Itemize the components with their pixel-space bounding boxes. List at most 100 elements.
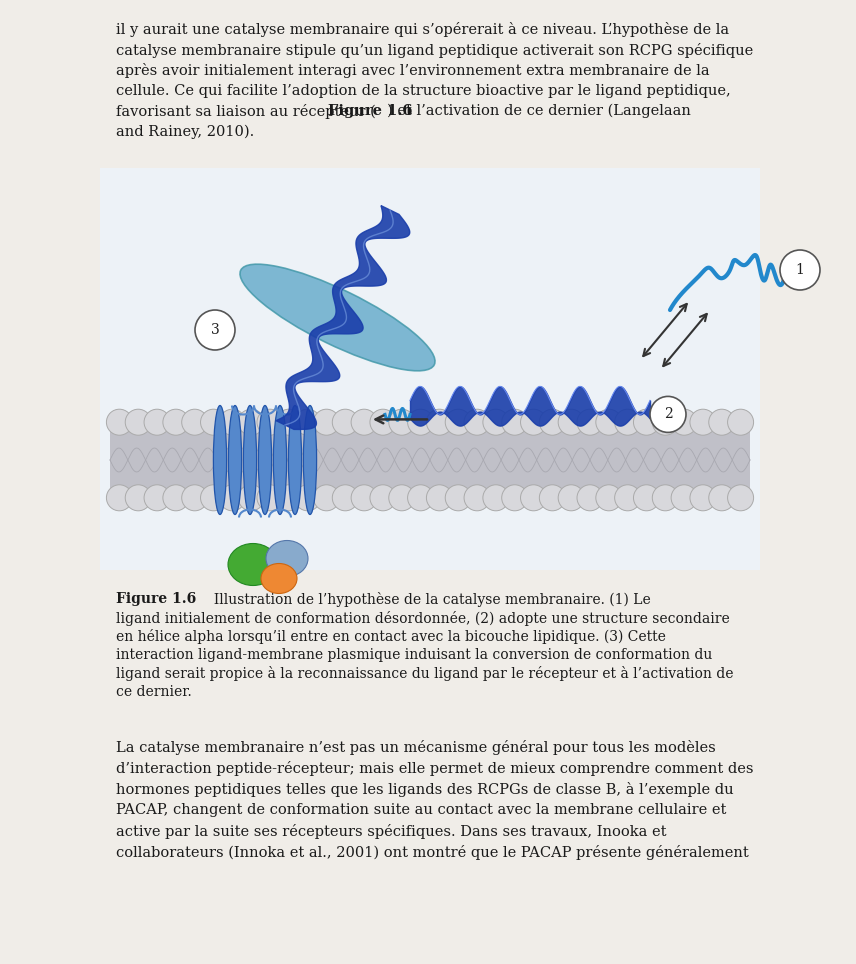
- Circle shape: [125, 485, 152, 511]
- Text: hormones peptidiques telles que les ligands des RCPGs de classe B, à l’exemple d: hormones peptidiques telles que les liga…: [116, 782, 734, 797]
- Circle shape: [780, 250, 820, 290]
- Text: interaction ligand-membrane plasmique induisant la conversion de conformation du: interaction ligand-membrane plasmique in…: [116, 648, 712, 661]
- Circle shape: [520, 485, 546, 511]
- Circle shape: [181, 485, 208, 511]
- Circle shape: [539, 485, 565, 511]
- Text: ligand initialement de conformation désordonnée, (2) adopte une structure second: ligand initialement de conformation déso…: [116, 610, 729, 626]
- Ellipse shape: [243, 406, 257, 515]
- Circle shape: [671, 485, 697, 511]
- Circle shape: [426, 409, 453, 435]
- Text: collaborateurs (Innoka et al., 2001) ont montré que le PACAP présente généraleme: collaborateurs (Innoka et al., 2001) ont…: [116, 845, 748, 860]
- Circle shape: [144, 409, 170, 435]
- Circle shape: [633, 409, 659, 435]
- Circle shape: [257, 485, 283, 511]
- Text: cellule. Ce qui facilite l’adoption de la structure bioactive par le ligand pept: cellule. Ce qui facilite l’adoption de l…: [116, 84, 730, 97]
- Circle shape: [163, 485, 189, 511]
- Circle shape: [195, 310, 235, 350]
- Bar: [100, 168, 760, 570]
- Circle shape: [709, 409, 734, 435]
- Text: ce dernier.: ce dernier.: [116, 684, 191, 699]
- Circle shape: [370, 409, 396, 435]
- Circle shape: [389, 485, 415, 511]
- Circle shape: [709, 485, 734, 511]
- Ellipse shape: [213, 406, 227, 515]
- Text: ligand serait propice à la reconnaissance du ligand par le récepteur et à l’acti: ligand serait propice à la reconnaissanc…: [116, 666, 733, 681]
- Text: il y aurait une catalyse membranaire qui s’opérerait à ce niveau. L’hypothèse de: il y aurait une catalyse membranaire qui…: [116, 22, 728, 37]
- Circle shape: [483, 485, 508, 511]
- Circle shape: [389, 409, 415, 435]
- Circle shape: [276, 409, 302, 435]
- Circle shape: [257, 409, 283, 435]
- Circle shape: [558, 485, 584, 511]
- Circle shape: [313, 409, 340, 435]
- Text: après avoir initialement interagi avec l’environnement extra membranaire de la: après avoir initialement interagi avec l…: [116, 63, 709, 78]
- Ellipse shape: [273, 406, 287, 515]
- Ellipse shape: [228, 544, 278, 585]
- Circle shape: [483, 409, 508, 435]
- Polygon shape: [276, 205, 410, 429]
- Text: 2: 2: [663, 408, 672, 421]
- Circle shape: [650, 396, 686, 433]
- Ellipse shape: [240, 264, 435, 371]
- Circle shape: [294, 485, 321, 511]
- Text: Figure 1.6: Figure 1.6: [116, 592, 196, 606]
- Circle shape: [294, 409, 321, 435]
- Circle shape: [106, 485, 133, 511]
- Circle shape: [313, 485, 340, 511]
- Circle shape: [238, 485, 265, 511]
- Ellipse shape: [303, 406, 317, 515]
- Ellipse shape: [266, 541, 308, 576]
- Circle shape: [596, 409, 621, 435]
- Circle shape: [332, 409, 359, 435]
- Circle shape: [219, 485, 246, 511]
- Circle shape: [615, 485, 640, 511]
- Circle shape: [577, 485, 603, 511]
- Circle shape: [502, 409, 527, 435]
- Circle shape: [615, 409, 640, 435]
- Circle shape: [671, 409, 697, 435]
- FancyArrowPatch shape: [643, 304, 687, 356]
- Circle shape: [351, 409, 377, 435]
- Circle shape: [426, 485, 453, 511]
- Circle shape: [728, 409, 753, 435]
- Circle shape: [464, 485, 490, 511]
- Text: PACAP, changent de conformation suite au contact avec la membrane cellulaire et: PACAP, changent de conformation suite au…: [116, 803, 726, 817]
- Bar: [110, 430, 750, 490]
- Circle shape: [238, 409, 265, 435]
- Circle shape: [445, 409, 472, 435]
- Text: 1: 1: [795, 263, 805, 277]
- Text: en hélice alpha lorsqu’il entre en contact avec la bicouche lipidique. (3) Cette: en hélice alpha lorsqu’il entre en conta…: [116, 629, 665, 644]
- Circle shape: [200, 485, 227, 511]
- Circle shape: [539, 409, 565, 435]
- Circle shape: [728, 485, 753, 511]
- Text: and Rainey, 2010).: and Rainey, 2010).: [116, 124, 254, 139]
- Circle shape: [276, 485, 302, 511]
- Ellipse shape: [229, 406, 241, 515]
- Circle shape: [144, 485, 170, 511]
- Ellipse shape: [259, 406, 271, 515]
- Circle shape: [332, 485, 359, 511]
- Text: d’interaction peptide-récepteur; mais elle permet de mieux comprendre comment de: d’interaction peptide-récepteur; mais el…: [116, 761, 753, 776]
- Text: active par la suite ses récepteurs spécifiques. Dans ses travaux, Inooka et: active par la suite ses récepteurs spéci…: [116, 824, 666, 839]
- Text: 3: 3: [211, 323, 219, 337]
- Text: catalyse membranaire stipule qu’un ligand peptidique activerait son RCPG spécifi: catalyse membranaire stipule qu’un ligan…: [116, 42, 752, 58]
- Circle shape: [370, 485, 396, 511]
- Circle shape: [407, 409, 434, 435]
- Text: favorisant sa liaison au récepteur (: favorisant sa liaison au récepteur (: [116, 104, 375, 119]
- Circle shape: [558, 409, 584, 435]
- FancyArrowPatch shape: [376, 415, 427, 423]
- Circle shape: [163, 409, 189, 435]
- Text: La catalyse membranaire n’est pas un mécanisme général pour tous les modèles: La catalyse membranaire n’est pas un méc…: [116, 740, 716, 755]
- Circle shape: [200, 409, 227, 435]
- Circle shape: [633, 485, 659, 511]
- Circle shape: [652, 485, 678, 511]
- Circle shape: [690, 485, 716, 511]
- Circle shape: [407, 485, 434, 511]
- Circle shape: [351, 485, 377, 511]
- Circle shape: [690, 409, 716, 435]
- Ellipse shape: [288, 406, 301, 515]
- Circle shape: [125, 409, 152, 435]
- Text: Figure 1.6: Figure 1.6: [328, 104, 413, 118]
- FancyArrowPatch shape: [663, 314, 707, 366]
- Circle shape: [445, 485, 472, 511]
